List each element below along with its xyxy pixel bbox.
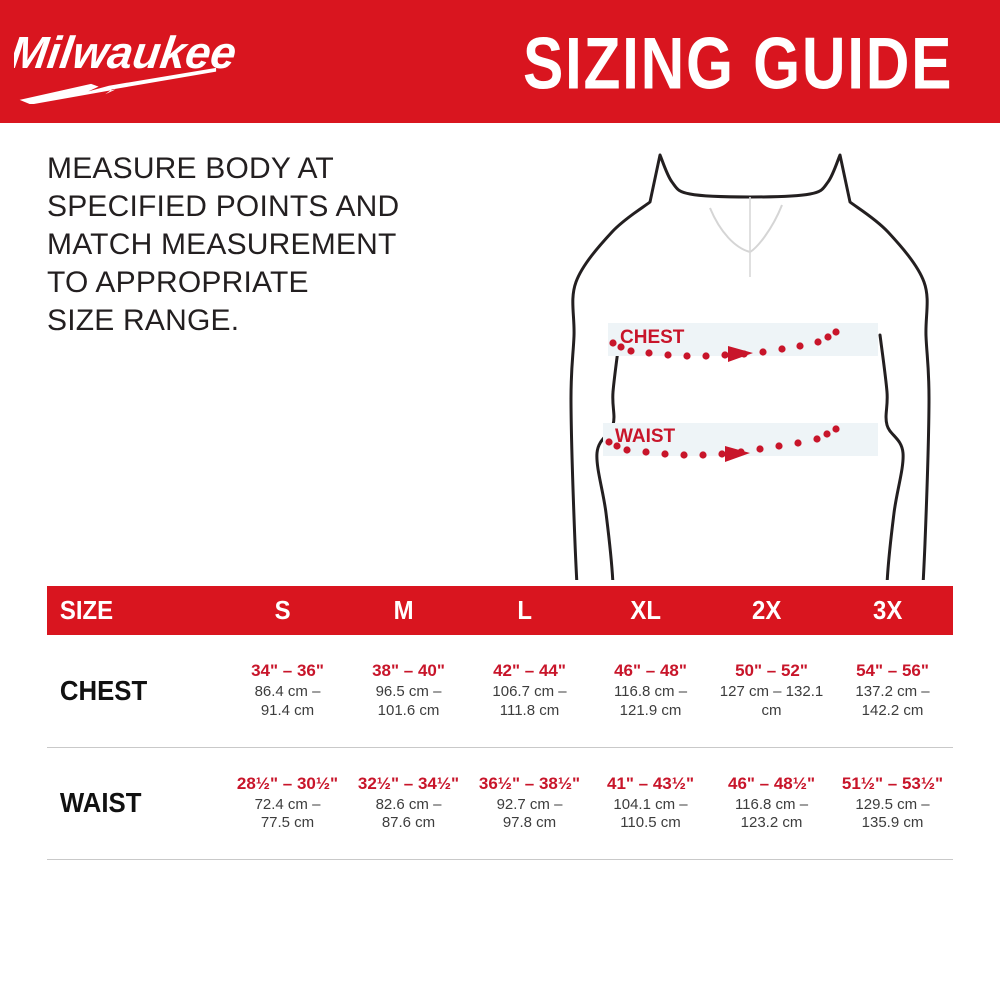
svg-text:WAIST: WAIST <box>615 426 676 447</box>
svg-text:CHEST: CHEST <box>620 327 685 348</box>
